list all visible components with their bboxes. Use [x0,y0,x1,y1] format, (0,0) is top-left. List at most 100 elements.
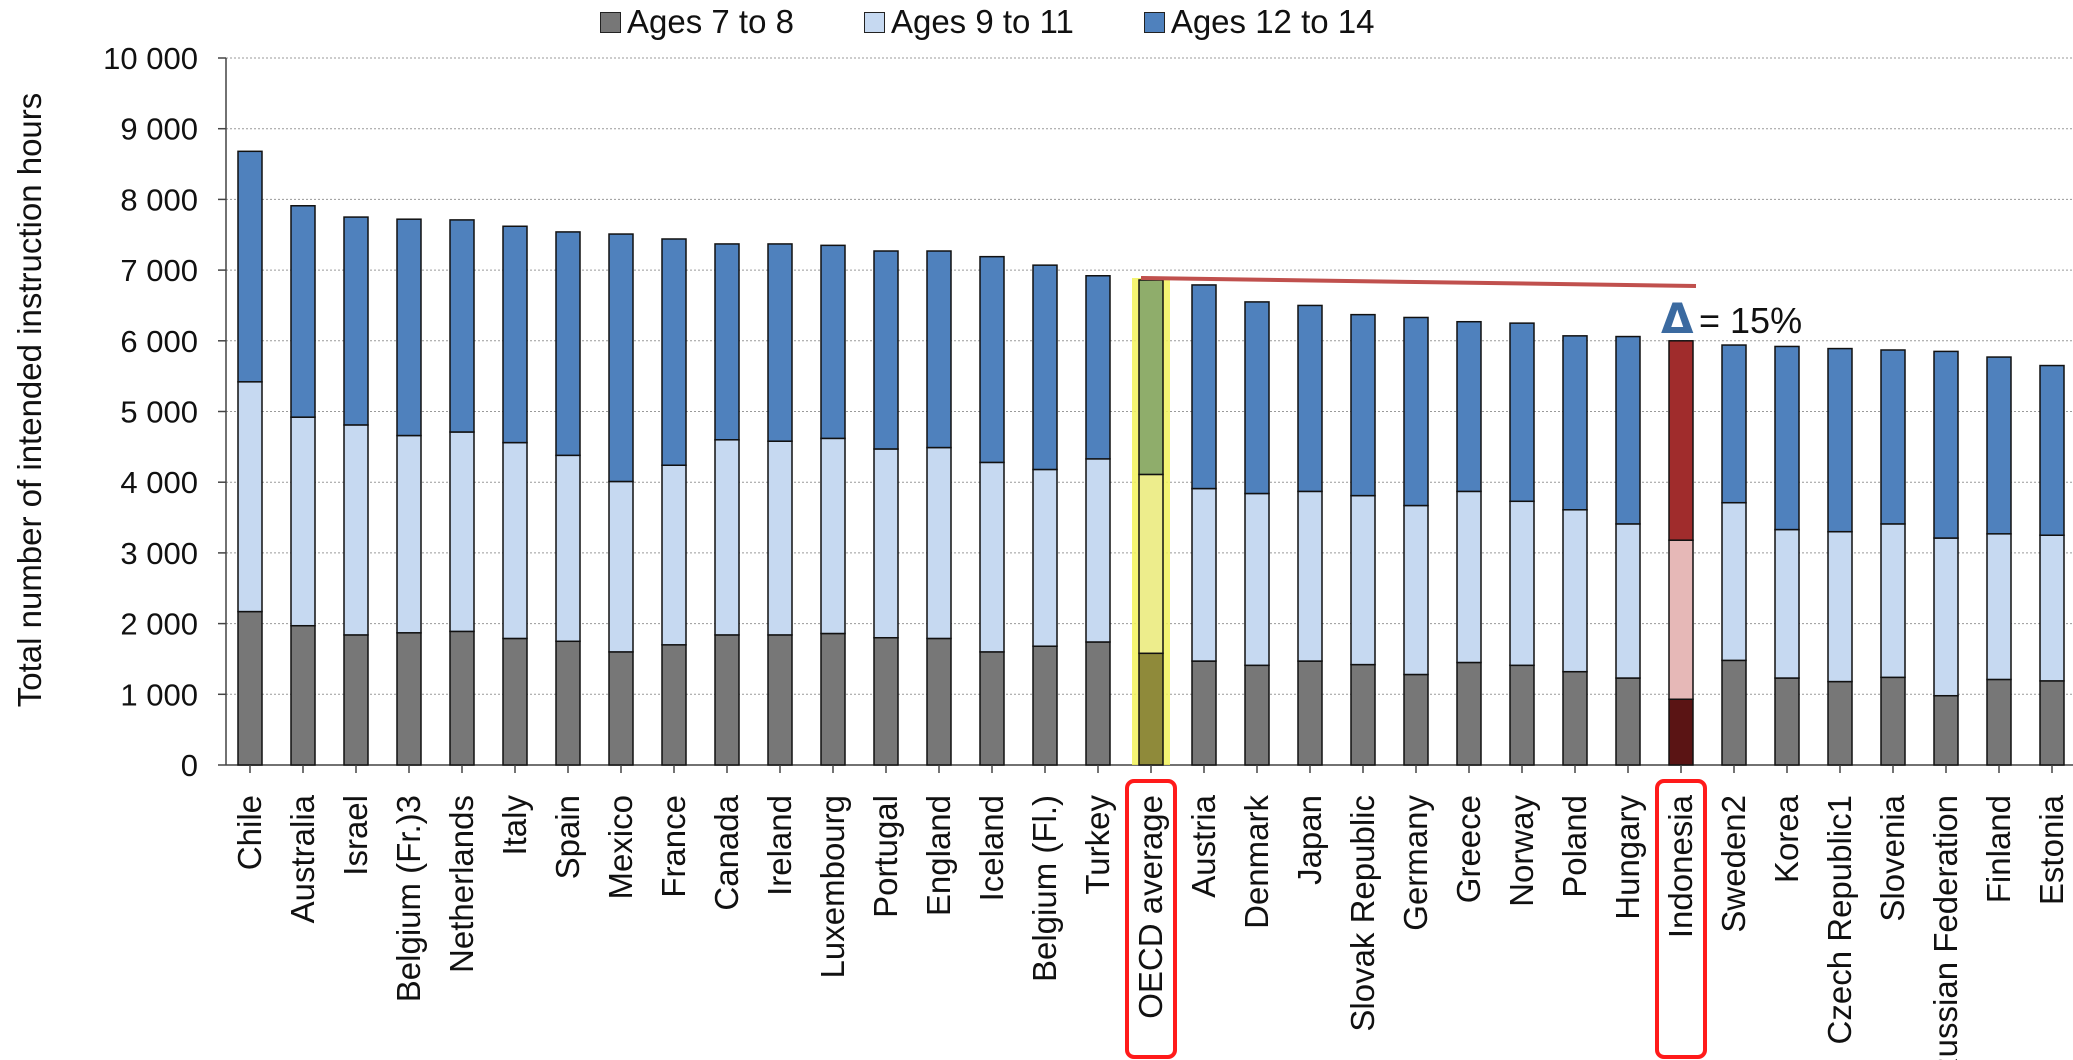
bar-segment [1827,680,1853,766]
bar-segment [1456,490,1482,664]
bar-segment [1032,468,1058,647]
bar-segment [820,632,846,766]
y-tick-label: 10 000 [103,41,198,76]
bar-segment [1721,659,1747,766]
bar-segment [290,624,316,766]
bar-segment [1986,533,2012,681]
bar-segment [714,439,740,636]
y-tick-label: 3 000 [120,536,198,571]
bar-segment [767,634,793,766]
bar-segment [1509,322,1535,503]
bar-segment [1668,539,1694,700]
bar-segment [343,216,369,426]
bar-segment [979,651,1005,766]
bar-segment [1668,698,1694,766]
bar-segment [1509,500,1535,667]
bar-segment [1138,473,1164,655]
bar-segment [1350,494,1376,666]
x-tick-label: Ireland [761,795,798,896]
bar-segment [1933,350,1959,539]
x-tick-label: Spain [549,795,586,879]
bar-segment [979,255,1005,464]
bar-segment [661,644,687,766]
bar-segment [1456,661,1482,766]
bar-segment [1615,335,1641,525]
bar-segment [714,243,740,441]
y-tick-label: 6 000 [120,324,198,359]
bar-segment [1615,677,1641,766]
y-tick-label: 9 000 [120,112,198,147]
bar-segment [1880,523,1906,679]
bar-segment [2039,534,2065,682]
bar-segment [396,632,422,766]
legend-item-ages-12-14: Ages 12 to 14 [1143,3,1374,41]
bar-segment [979,461,1005,653]
legend-swatch-ages-7-8 [600,11,621,33]
bar-segment [237,381,263,613]
bar-segment [1138,279,1164,476]
bar-segment [502,225,528,444]
x-tick-label: Chile [231,795,268,870]
delta-symbol: Δ [1661,294,1694,343]
bar-segment [2039,364,2065,536]
bar-segment [1774,345,1800,531]
bar-segment [1244,301,1270,495]
bar-segment [555,640,581,766]
x-tick-label: Hungary [1609,795,1646,920]
x-tick-label: Slovak Republic [1344,795,1381,1032]
x-tick-label: Turkey [1079,795,1116,895]
bar-segment [1562,335,1588,511]
bar-segment [343,634,369,766]
bar-segment [1244,492,1270,667]
bar-segment [1297,490,1323,662]
x-tick-label: Iceland [973,795,1010,901]
bar-segment [1085,458,1111,643]
bar-segment [1032,264,1058,471]
bar-segment [1456,320,1482,493]
bar-segment [767,440,793,636]
legend-item-ages-9-11: Ages 9 to 11 [863,3,1074,41]
bar-segment [555,231,581,457]
x-tick-label: Israel [337,795,374,876]
x-tick-label: Slovenia [1874,794,1911,921]
label-highlight-box [1655,779,1707,1059]
bar-segment [449,431,475,633]
bar-segment [237,610,263,766]
bar-segment [873,636,899,766]
bar-segment [767,243,793,442]
chart-legend: Ages 7 to 8 Ages 9 to 11 Ages 12 to 14 [600,0,1374,44]
bar-segment [1986,356,2012,535]
y-tick-label: 2 000 [120,607,198,642]
x-tick-label: Indonesia [1662,794,1699,938]
bar-segment [873,250,899,450]
x-tick-label: Finland [1980,795,2017,903]
x-tick-label: Japan [1291,795,1328,885]
bar-segment [926,446,952,640]
legend-swatch-ages-12-14 [1143,11,1165,33]
bar-segment [237,150,263,383]
bar-segment [1350,663,1376,766]
bar-segment [1615,523,1641,679]
bar-segment [1032,645,1058,766]
legend-swatch-ages-9-11 [863,11,885,33]
y-tick-label: 7 000 [120,253,198,288]
bar-segment [873,448,899,639]
x-tick-label: France [655,795,692,898]
x-tick-label: Sweden2 [1715,795,1752,933]
x-tick-label: Czech Republic1 [1821,795,1858,1044]
y-tick-label: 5 000 [120,395,198,430]
y-tick-label: 1 000 [120,677,198,712]
bar-segment [343,424,369,636]
bar-segment [714,634,740,766]
x-tick-label: Belgium (Fr.)3 [390,795,427,1002]
bar-segment [449,630,475,766]
bar-segment [820,437,846,635]
x-tick-label: Estonia [2033,794,2070,905]
x-tick-label: Netherlands [443,795,480,973]
bar-segment [1085,641,1111,766]
bar-segment [1880,349,1906,525]
bar-segment [396,434,422,634]
x-tick-label: Denmark [1238,795,1275,929]
bar-segment [1191,660,1217,766]
